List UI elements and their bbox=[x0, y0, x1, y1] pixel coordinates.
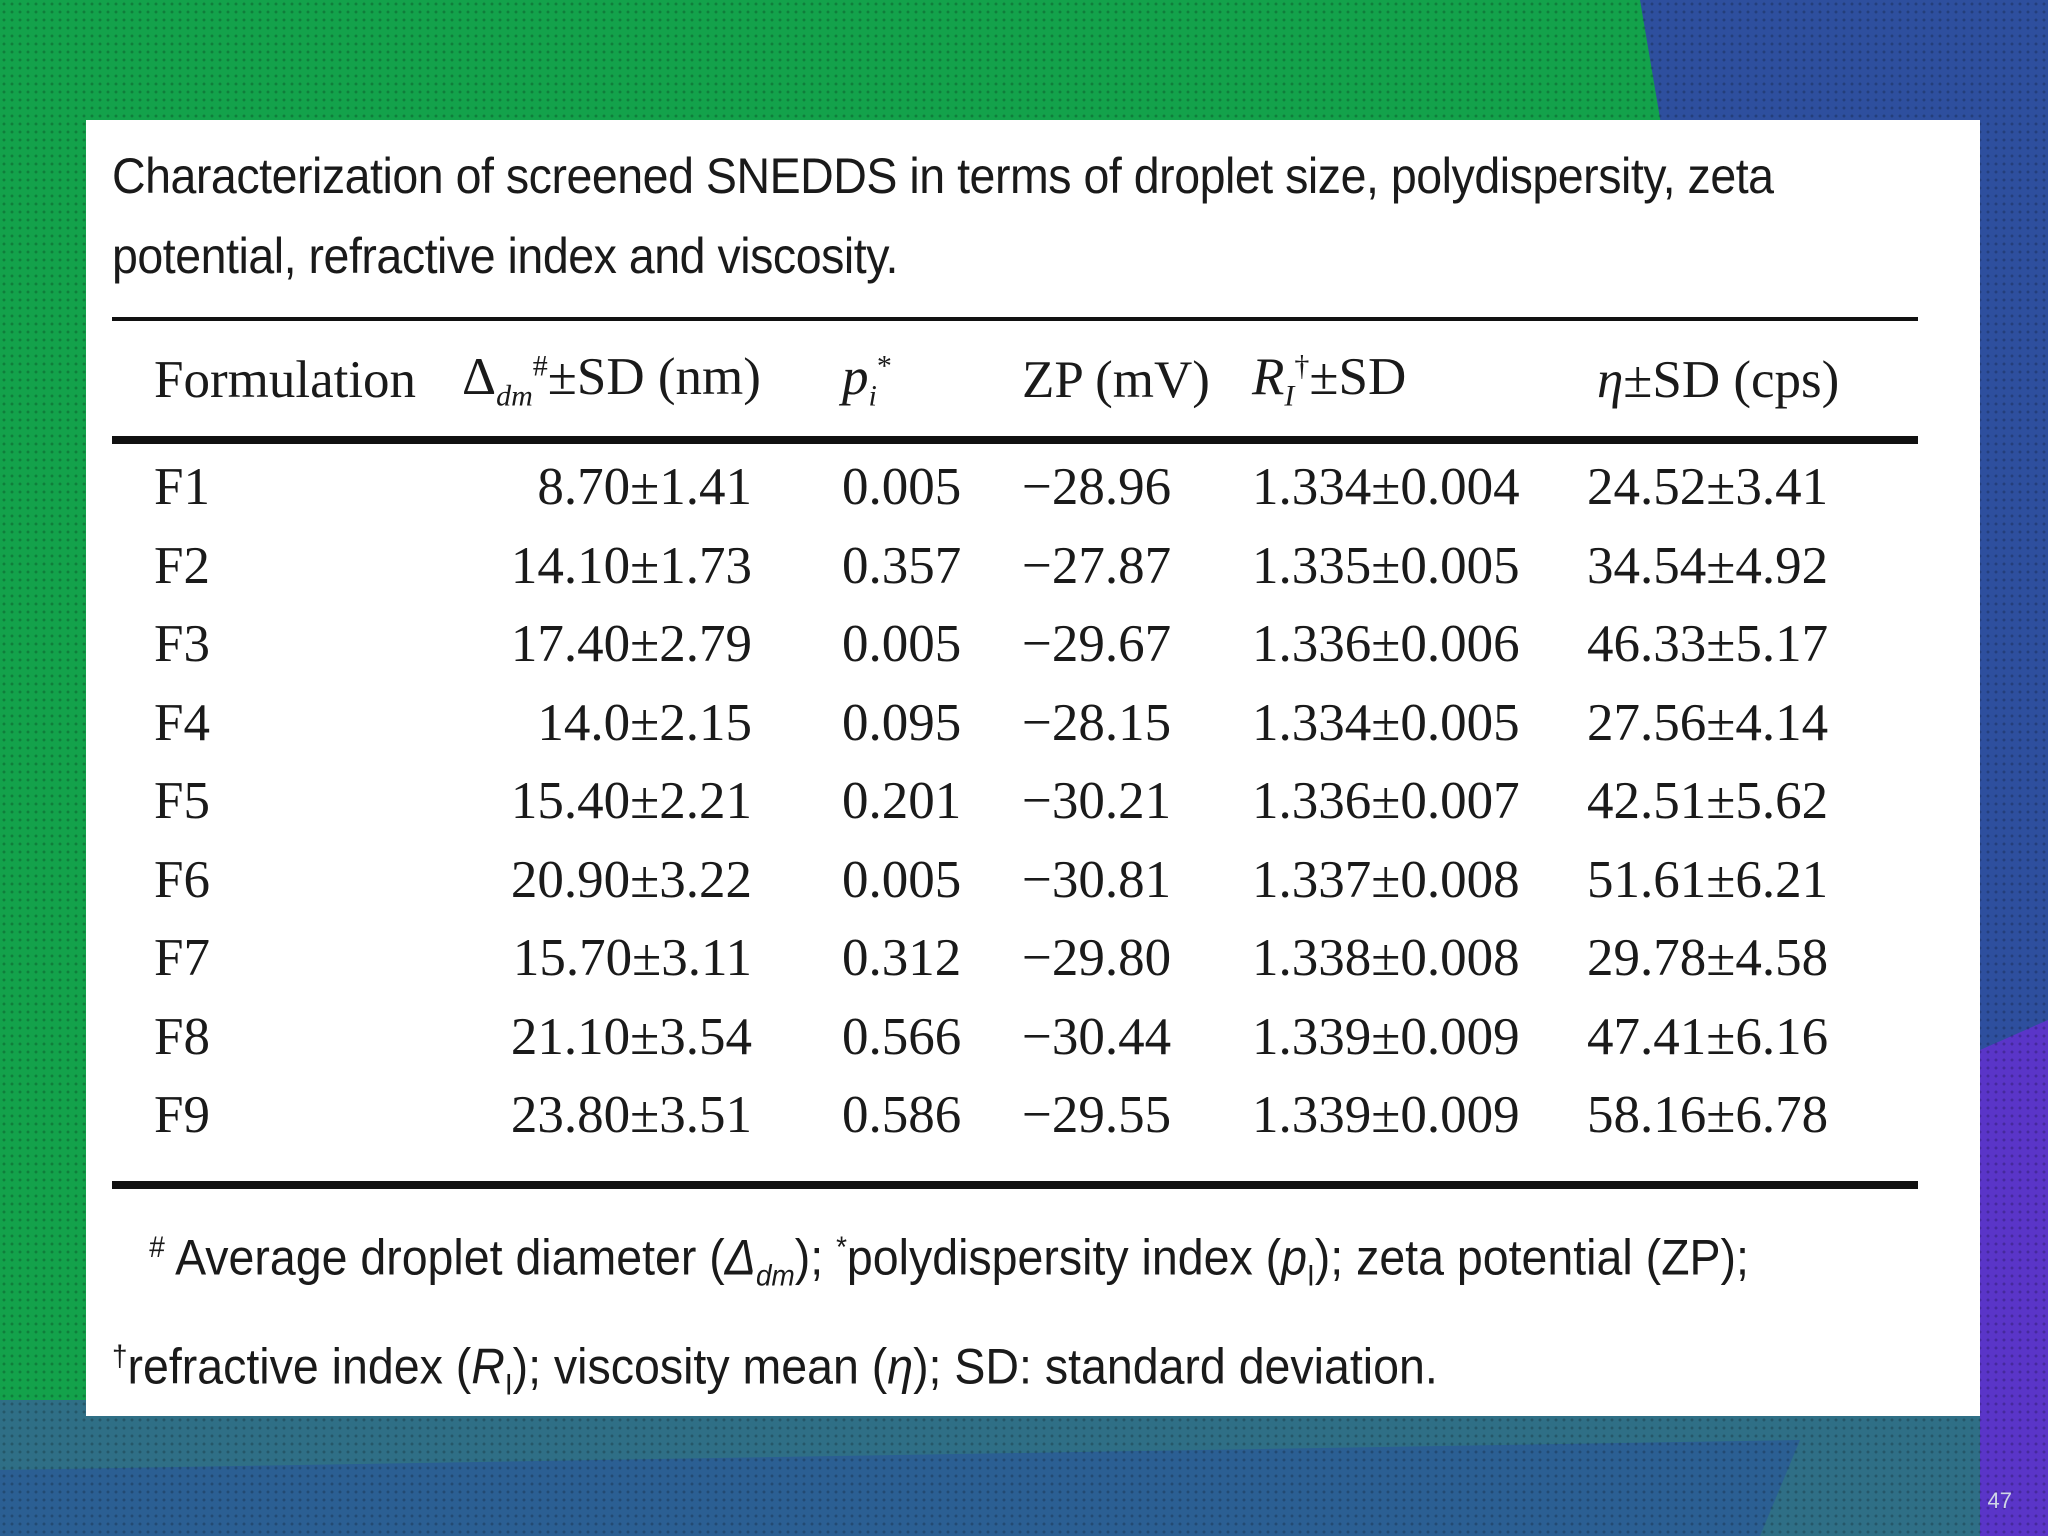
table-header-rule bbox=[112, 436, 1918, 444]
table-row: F9 23.80±3.51 0.586 −29.55 1.339±0.009 58.16±… bbox=[112, 1076, 1928, 1155]
formulation-cell: F1 bbox=[154, 458, 210, 517]
table-row: F7 15.70±3.11 0.312 −29.80 1.338±0.008 29.78±… bbox=[112, 919, 1928, 998]
pdi-cell: 0.201 bbox=[842, 772, 962, 831]
formulation-cell: F4 bbox=[154, 693, 210, 752]
footnote-line-2: †refractive index (RI); viscosity mean (… bbox=[112, 1338, 1438, 1402]
viscosity-cell: 27.56±4.14 bbox=[1587, 693, 1829, 752]
zeta-potential-cell: −30.81 bbox=[1022, 850, 1172, 909]
formulation-cell: F6 bbox=[154, 850, 210, 909]
viscosity-cell: 34.54±4.92 bbox=[1587, 536, 1829, 595]
formulation-cell: F3 bbox=[154, 615, 210, 674]
droplet-size-cell: 15.70±3.11 bbox=[512, 929, 752, 988]
zeta-potential-cell: −28.15 bbox=[1022, 693, 1172, 752]
pdi-cell: 0.566 bbox=[842, 1007, 962, 1066]
header-viscosity: η±SD (cps) bbox=[1597, 351, 1840, 409]
zeta-potential-cell: −28.96 bbox=[1022, 458, 1172, 517]
table-image-panel: Characterization of screened SNEDDS in t… bbox=[86, 120, 1980, 1416]
formulation-cell: F7 bbox=[154, 929, 210, 988]
header-refractive-index: RI†±SD bbox=[1252, 347, 1407, 413]
zeta-potential-cell: −27.87 bbox=[1022, 536, 1172, 595]
zeta-potential-cell: −29.55 bbox=[1022, 1086, 1172, 1145]
header-pdi: pi* bbox=[842, 347, 892, 413]
refractive-index-cell: 1.334±0.005 bbox=[1252, 693, 1520, 752]
pdi-cell: 0.095 bbox=[842, 693, 962, 752]
formulation-cell: F8 bbox=[154, 1007, 210, 1066]
refractive-index-cell: 1.334±0.004 bbox=[1252, 458, 1520, 517]
droplet-size-cell: 23.80±3.51 bbox=[510, 1086, 752, 1145]
viscosity-cell: 24.52±3.41 bbox=[1587, 458, 1829, 517]
zeta-potential-cell: −29.67 bbox=[1022, 615, 1172, 674]
droplet-size-cell: 8.70±1.41 bbox=[537, 458, 752, 517]
refractive-index-cell: 1.339±0.009 bbox=[1252, 1007, 1520, 1066]
header-zeta-potential: ZP (mV) bbox=[1022, 351, 1210, 409]
droplet-size-cell: 20.90±3.22 bbox=[510, 850, 752, 909]
viscosity-cell: 42.51±5.62 bbox=[1587, 772, 1829, 831]
zeta-potential-cell: −30.44 bbox=[1022, 1007, 1172, 1066]
droplet-size-cell: 21.10±3.54 bbox=[510, 1007, 752, 1066]
table-header-row: Formulation Δdm#±SD (nm) pi* ZP (mV) RI†… bbox=[112, 320, 1928, 440]
table-row: F6 20.90±3.22 0.005 −30.81 1.337±0.008 51.61±… bbox=[112, 841, 1928, 920]
pdi-cell: 0.357 bbox=[842, 536, 962, 595]
table-row: F2 14.10±1.73 0.357 −27.87 1.335±0.005 34.54±… bbox=[112, 527, 1928, 606]
refractive-index-cell: 1.339±0.009 bbox=[1252, 1086, 1520, 1145]
table-row: F3 17.40±2.79 0.005 −29.67 1.336±0.006 46.33±… bbox=[112, 605, 1928, 684]
droplet-size-cell: 14.0±2.15 bbox=[537, 693, 752, 752]
viscosity-cell: 47.41±6.16 bbox=[1587, 1007, 1829, 1066]
droplet-size-cell: 17.40±2.79 bbox=[510, 615, 752, 674]
pdi-cell: 0.586 bbox=[842, 1086, 962, 1145]
refractive-index-cell: 1.336±0.006 bbox=[1252, 615, 1520, 674]
table-row: F5 15.40±2.21 0.201 −30.21 1.336±0.007 42.51±… bbox=[112, 762, 1928, 841]
table-row: F1 8.70±1.41 0.005 −28.96 1.334±0.004 24.52±3… bbox=[112, 440, 1928, 527]
viscosity-cell: 46.33±5.17 bbox=[1587, 615, 1829, 674]
pdi-cell: 0.005 bbox=[842, 458, 962, 517]
refractive-index-cell: 1.336±0.007 bbox=[1252, 772, 1520, 831]
table-bottom-rule bbox=[112, 1181, 1918, 1189]
pdi-cell: 0.005 bbox=[842, 615, 962, 674]
refractive-index-cell: 1.335±0.005 bbox=[1252, 536, 1520, 595]
refractive-index-cell: 1.338±0.008 bbox=[1252, 929, 1520, 988]
table-footnote: # Average droplet diameter (Δdm); *polyd… bbox=[112, 1208, 1833, 1425]
formulation-cell: F5 bbox=[154, 772, 210, 831]
zeta-potential-cell: −30.21 bbox=[1022, 772, 1172, 831]
droplet-size-cell: 14.10±1.73 bbox=[510, 536, 752, 595]
table-row: F4 14.0±2.15 0.095 −28.15 1.334±0.005 27.56±4… bbox=[112, 684, 1928, 763]
characterization-table: Formulation Δdm#±SD (nm) pi* ZP (mV) RI†… bbox=[112, 320, 1928, 1155]
droplet-size-cell: 15.40±2.21 bbox=[510, 772, 752, 831]
table-caption: Characterization of screened SNEDDS in t… bbox=[112, 148, 1774, 284]
header-formulation: Formulation bbox=[154, 351, 417, 409]
formulation-cell: F2 bbox=[154, 536, 210, 595]
viscosity-cell: 51.61±6.21 bbox=[1587, 850, 1829, 909]
refractive-index-cell: 1.337±0.008 bbox=[1252, 850, 1520, 909]
table-row: F8 21.10±3.54 0.566 −30.44 1.339±0.009 47.41±… bbox=[112, 998, 1928, 1077]
table-top-rule bbox=[112, 317, 1918, 321]
viscosity-cell: 58.16±6.78 bbox=[1587, 1086, 1829, 1145]
slide-number: 47 bbox=[1987, 1488, 2012, 1513]
footnote-line-1: # Average droplet diameter (Δdm); *polyd… bbox=[149, 1229, 1749, 1293]
pdi-cell: 0.005 bbox=[842, 850, 962, 909]
header-droplet-size: Δdm#±SD (nm) bbox=[462, 347, 761, 413]
zeta-potential-cell: −29.80 bbox=[1022, 929, 1172, 988]
pdi-cell: 0.312 bbox=[842, 929, 962, 988]
formulation-cell: F9 bbox=[154, 1086, 210, 1145]
viscosity-cell: 29.78±4.58 bbox=[1587, 929, 1829, 988]
